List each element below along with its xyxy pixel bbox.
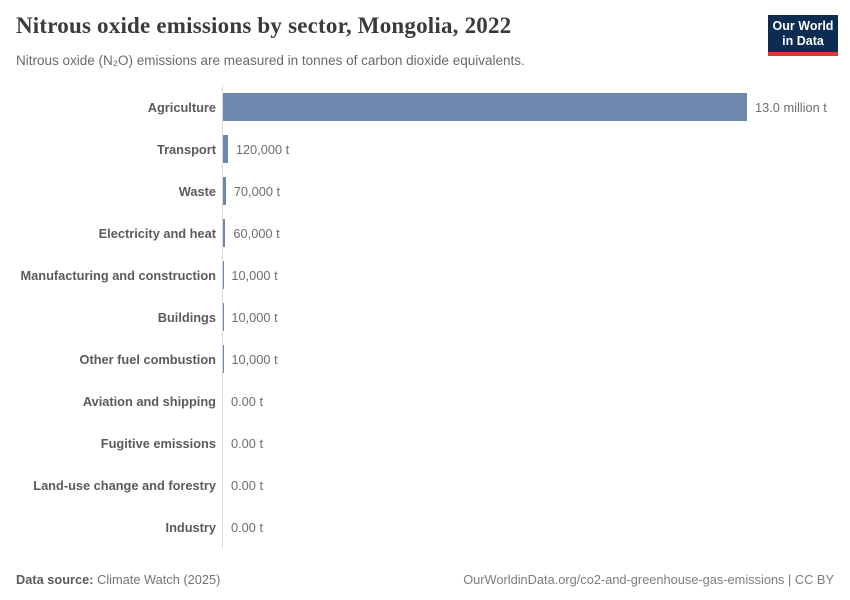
bar-zone: 0.00 t: [222, 380, 263, 422]
category-label: Electricity and heat: [98, 225, 216, 241]
chart-row: Transport 120,000 t: [0, 128, 850, 170]
chart-row: Land-use change and forestry 0.00 t: [0, 464, 850, 506]
value-label: 70,000 t: [233, 183, 281, 199]
category-label: Aviation and shipping: [82, 393, 216, 409]
chart-row: Aviation and shipping 0.00 t: [0, 380, 850, 422]
value-label: 60,000 t: [233, 225, 280, 241]
bar[interactable]: [223, 177, 226, 205]
category-label: Waste: [178, 183, 216, 199]
bar-zone: 0.00 t: [222, 422, 263, 464]
owid-logo: Our World in Data: [768, 15, 838, 56]
category-label: Transport: [156, 141, 216, 157]
chart-row: Waste 70,000 t: [0, 170, 850, 212]
owid-logo-line2: in Data: [782, 34, 824, 48]
category-label: Agriculture: [147, 99, 216, 115]
value-label: 0.00 t: [231, 477, 264, 493]
category-label: Other fuel combustion: [79, 351, 216, 367]
bar-zone: 0.00 t: [222, 464, 263, 506]
bar[interactable]: [223, 219, 226, 247]
chart-row: Agriculture 13.0 million t: [0, 86, 850, 128]
y-axis-line: [222, 85, 223, 548]
value-label: 10,000 t: [231, 267, 278, 283]
page-title: Nitrous oxide emissions by sector, Mongo…: [16, 13, 512, 38]
chart-row: Industry 0.00 t: [0, 506, 850, 548]
category-label: Fugitive emissions: [100, 435, 216, 451]
bar-zone: 10,000 t: [222, 338, 278, 380]
bar-zone: 120,000 t: [222, 128, 289, 170]
data-source-value: Climate Watch (2025): [93, 572, 221, 587]
category-label: Buildings: [157, 309, 216, 325]
chart-row: Manufacturing and construction 10,000 t: [0, 254, 850, 296]
chart-row: Other fuel combustion 10,000 t: [0, 338, 850, 380]
chart-row: Buildings 10,000 t: [0, 296, 850, 338]
bar-zone: 70,000 t: [222, 170, 280, 212]
category-label: Manufacturing and construction: [20, 267, 216, 283]
value-label: 13.0 million t: [755, 99, 827, 115]
data-source-label: Data source:: [16, 572, 94, 587]
bar-chart: Agriculture 13.0 million t Transport 120,00…: [0, 86, 850, 548]
bar[interactable]: [223, 135, 228, 163]
value-label: 120,000 t: [235, 141, 290, 157]
bar-zone: 60,000 t: [222, 212, 280, 254]
chart-subtitle: Nitrous oxide (N₂O) emissions are measur…: [16, 53, 525, 68]
value-label: 0.00 t: [231, 519, 264, 535]
value-label: 10,000 t: [231, 351, 278, 367]
bar[interactable]: [223, 93, 747, 121]
bar-zone: 13.0 million t: [222, 86, 827, 128]
category-label: Industry: [165, 519, 216, 535]
chart-row: Electricity and heat 60,000 t: [0, 212, 850, 254]
bar-zone: 10,000 t: [222, 296, 278, 338]
value-label: 0.00 t: [231, 435, 264, 451]
credit-note: OurWorldinData.org/co2-and-greenhouse-ga…: [463, 572, 834, 587]
value-label: 0.00 t: [231, 393, 264, 409]
data-source-note: Data source: Climate Watch (2025): [16, 572, 220, 587]
category-label: Land-use change and forestry: [33, 477, 216, 493]
chart-row: Fugitive emissions 0.00 t: [0, 422, 850, 464]
value-label: 10,000 t: [231, 309, 278, 325]
bar-zone: 0.00 t: [222, 506, 263, 548]
owid-logo-line1: Our World: [772, 19, 834, 33]
bar-zone: 10,000 t: [222, 254, 278, 296]
